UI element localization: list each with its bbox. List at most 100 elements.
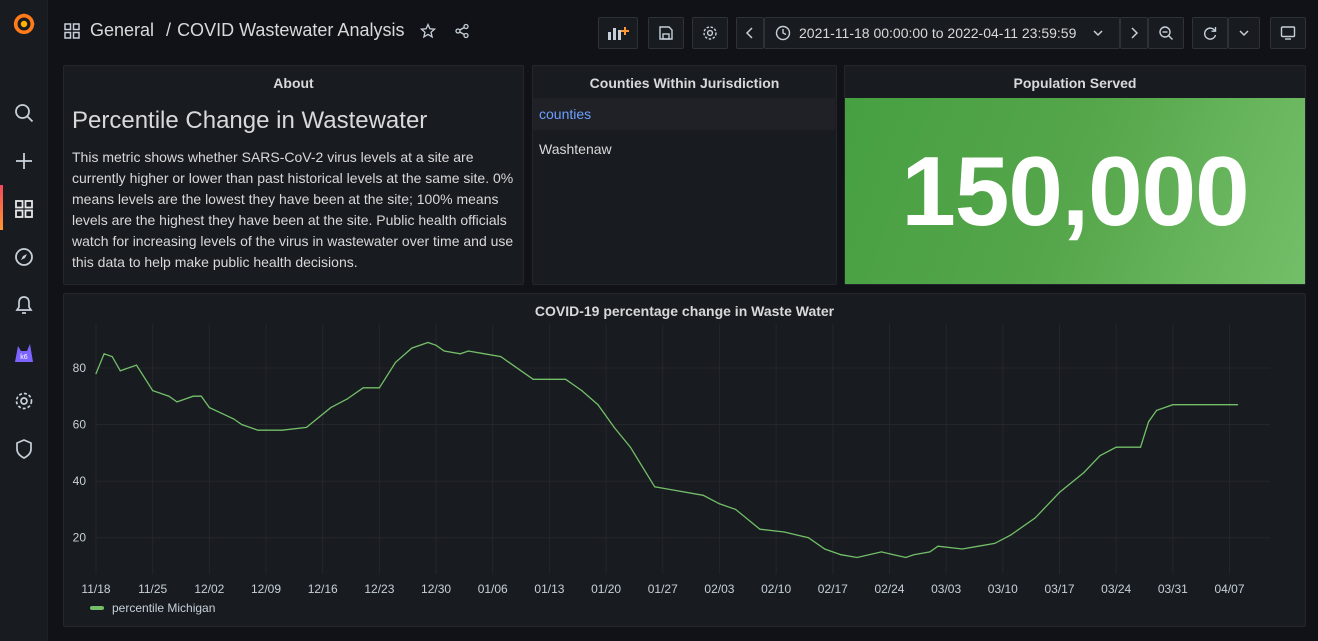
chart-title: COVID-19 percentage change in Waste Wate… xyxy=(534,303,835,319)
refresh-icon xyxy=(1202,25,1218,41)
data-point xyxy=(1083,472,1085,474)
data-point xyxy=(435,344,437,346)
time-back-button[interactable] xyxy=(736,17,764,49)
data-point xyxy=(1115,446,1117,448)
chart-legend[interactable]: percentile Michigan xyxy=(90,601,215,615)
x-tick-label: 12/23 xyxy=(364,582,394,596)
data-point xyxy=(176,401,178,403)
data-point xyxy=(135,364,138,366)
share-icon[interactable] xyxy=(454,23,470,39)
stat-value-box: 150,000 xyxy=(845,98,1305,284)
dashboards-icon[interactable] xyxy=(12,197,36,221)
x-tick-label: 11/18 xyxy=(81,582,110,596)
data-point xyxy=(443,350,445,352)
about-panel: About Percentile Change in Wastewater Th… xyxy=(63,65,524,285)
breadcrumb: General / COVID Wastewater Analysis xyxy=(64,20,470,41)
gear-icon[interactable] xyxy=(12,389,36,413)
data-point xyxy=(1148,421,1150,423)
dashboards-grid-icon xyxy=(64,22,80,39)
data-point xyxy=(1034,517,1036,519)
page-title[interactable]: COVID Wastewater Analysis xyxy=(177,20,405,40)
data-point xyxy=(702,494,704,496)
sidebar-active-indicator xyxy=(0,185,3,230)
data-point xyxy=(1172,404,1174,406)
top-bar: General / COVID Wastewater Analysis 20 xyxy=(48,0,1318,66)
grafana-logo-icon[interactable] xyxy=(12,12,36,36)
data-point xyxy=(759,528,761,530)
population-value: 150,000 xyxy=(901,135,1249,246)
data-point xyxy=(532,378,534,380)
data-point xyxy=(168,395,170,397)
data-point xyxy=(200,395,202,397)
data-point xyxy=(305,426,308,428)
data-point xyxy=(467,350,469,352)
x-tick-label: 01/06 xyxy=(478,582,508,596)
shield-icon[interactable] xyxy=(12,437,36,461)
plus-icon[interactable] xyxy=(12,149,36,173)
time-forward-button[interactable] xyxy=(1120,17,1148,49)
data-point xyxy=(824,548,826,550)
refresh-button[interactable] xyxy=(1192,17,1228,49)
data-point xyxy=(735,508,737,510)
add-panel-button[interactable] xyxy=(598,17,638,49)
data-point xyxy=(1139,446,1142,448)
data-point xyxy=(654,486,656,488)
zoom-out-button[interactable] xyxy=(1148,17,1184,49)
x-tick-label: 02/17 xyxy=(818,582,848,596)
breadcrumb-folder[interactable]: General xyxy=(90,20,155,40)
x-tick-label: 11/25 xyxy=(138,582,167,596)
y-tick-label: 40 xyxy=(73,474,87,488)
explore-icon[interactable] xyxy=(12,245,36,269)
data-point xyxy=(880,551,883,553)
data-point xyxy=(929,551,931,553)
line-chart[interactable]: 20 40 60 80 11/18 11/25 12/02 12/09 12/16 12/23 12… xyxy=(64,294,1307,628)
data-point xyxy=(1099,455,1101,457)
x-tick-label: 02/03 xyxy=(704,582,734,596)
dashboard-settings-button[interactable] xyxy=(692,17,728,49)
x-tick-label: 02/10 xyxy=(761,582,791,596)
data-point xyxy=(241,423,243,426)
data-point xyxy=(152,390,154,392)
refresh-interval-dropdown[interactable] xyxy=(1228,17,1260,49)
star-icon[interactable] xyxy=(420,22,437,39)
x-tick-label: 03/10 xyxy=(988,582,1018,596)
x-tick-label: 01/27 xyxy=(648,582,678,596)
series-line-percentile-michigan[interactable] xyxy=(95,341,1238,559)
data-point xyxy=(856,556,858,559)
data-point xyxy=(937,545,939,547)
data-point xyxy=(500,356,502,358)
data-point xyxy=(346,398,348,400)
data-point xyxy=(807,537,810,539)
population-panel: Population Served 150,000 xyxy=(844,65,1306,285)
monitor-icon xyxy=(1280,25,1296,41)
time-range-label: 2021-11-18 00:00:00 to 2022-04-11 23:59:… xyxy=(799,25,1077,41)
chart-panel: COVID-19 percentage change in Waste Wate… xyxy=(63,293,1306,627)
data-point xyxy=(111,356,113,358)
data-point xyxy=(208,407,210,409)
x-tick-label: 03/31 xyxy=(1158,582,1188,596)
data-point xyxy=(395,361,397,363)
time-range-picker[interactable]: 2021-11-18 00:00:00 to 2022-04-11 23:59:… xyxy=(764,17,1120,49)
data-point xyxy=(840,554,842,556)
k6-icon[interactable]: k6 xyxy=(12,341,36,365)
data-point xyxy=(378,387,380,389)
data-point xyxy=(961,548,963,550)
tv-mode-button[interactable] xyxy=(1270,17,1306,49)
data-point xyxy=(411,347,413,349)
save-dashboard-button[interactable] xyxy=(648,17,684,49)
counties-panel: Counties Within Jurisdiction counties Wa… xyxy=(532,65,837,285)
table-header-counties[interactable]: counties xyxy=(533,98,835,130)
y-tick-label: 80 xyxy=(73,361,87,375)
data-point xyxy=(427,341,429,344)
data-point xyxy=(1042,508,1044,510)
data-point xyxy=(508,361,510,363)
data-point xyxy=(1196,404,1198,406)
y-tick-label: 20 xyxy=(73,531,87,545)
legend-swatch xyxy=(90,606,104,610)
data-point xyxy=(1010,534,1012,536)
data-point xyxy=(670,489,672,491)
alerting-icon[interactable] xyxy=(12,293,36,317)
data-point xyxy=(913,554,915,556)
add-panel-icon xyxy=(607,25,629,41)
search-icon[interactable] xyxy=(12,101,36,125)
